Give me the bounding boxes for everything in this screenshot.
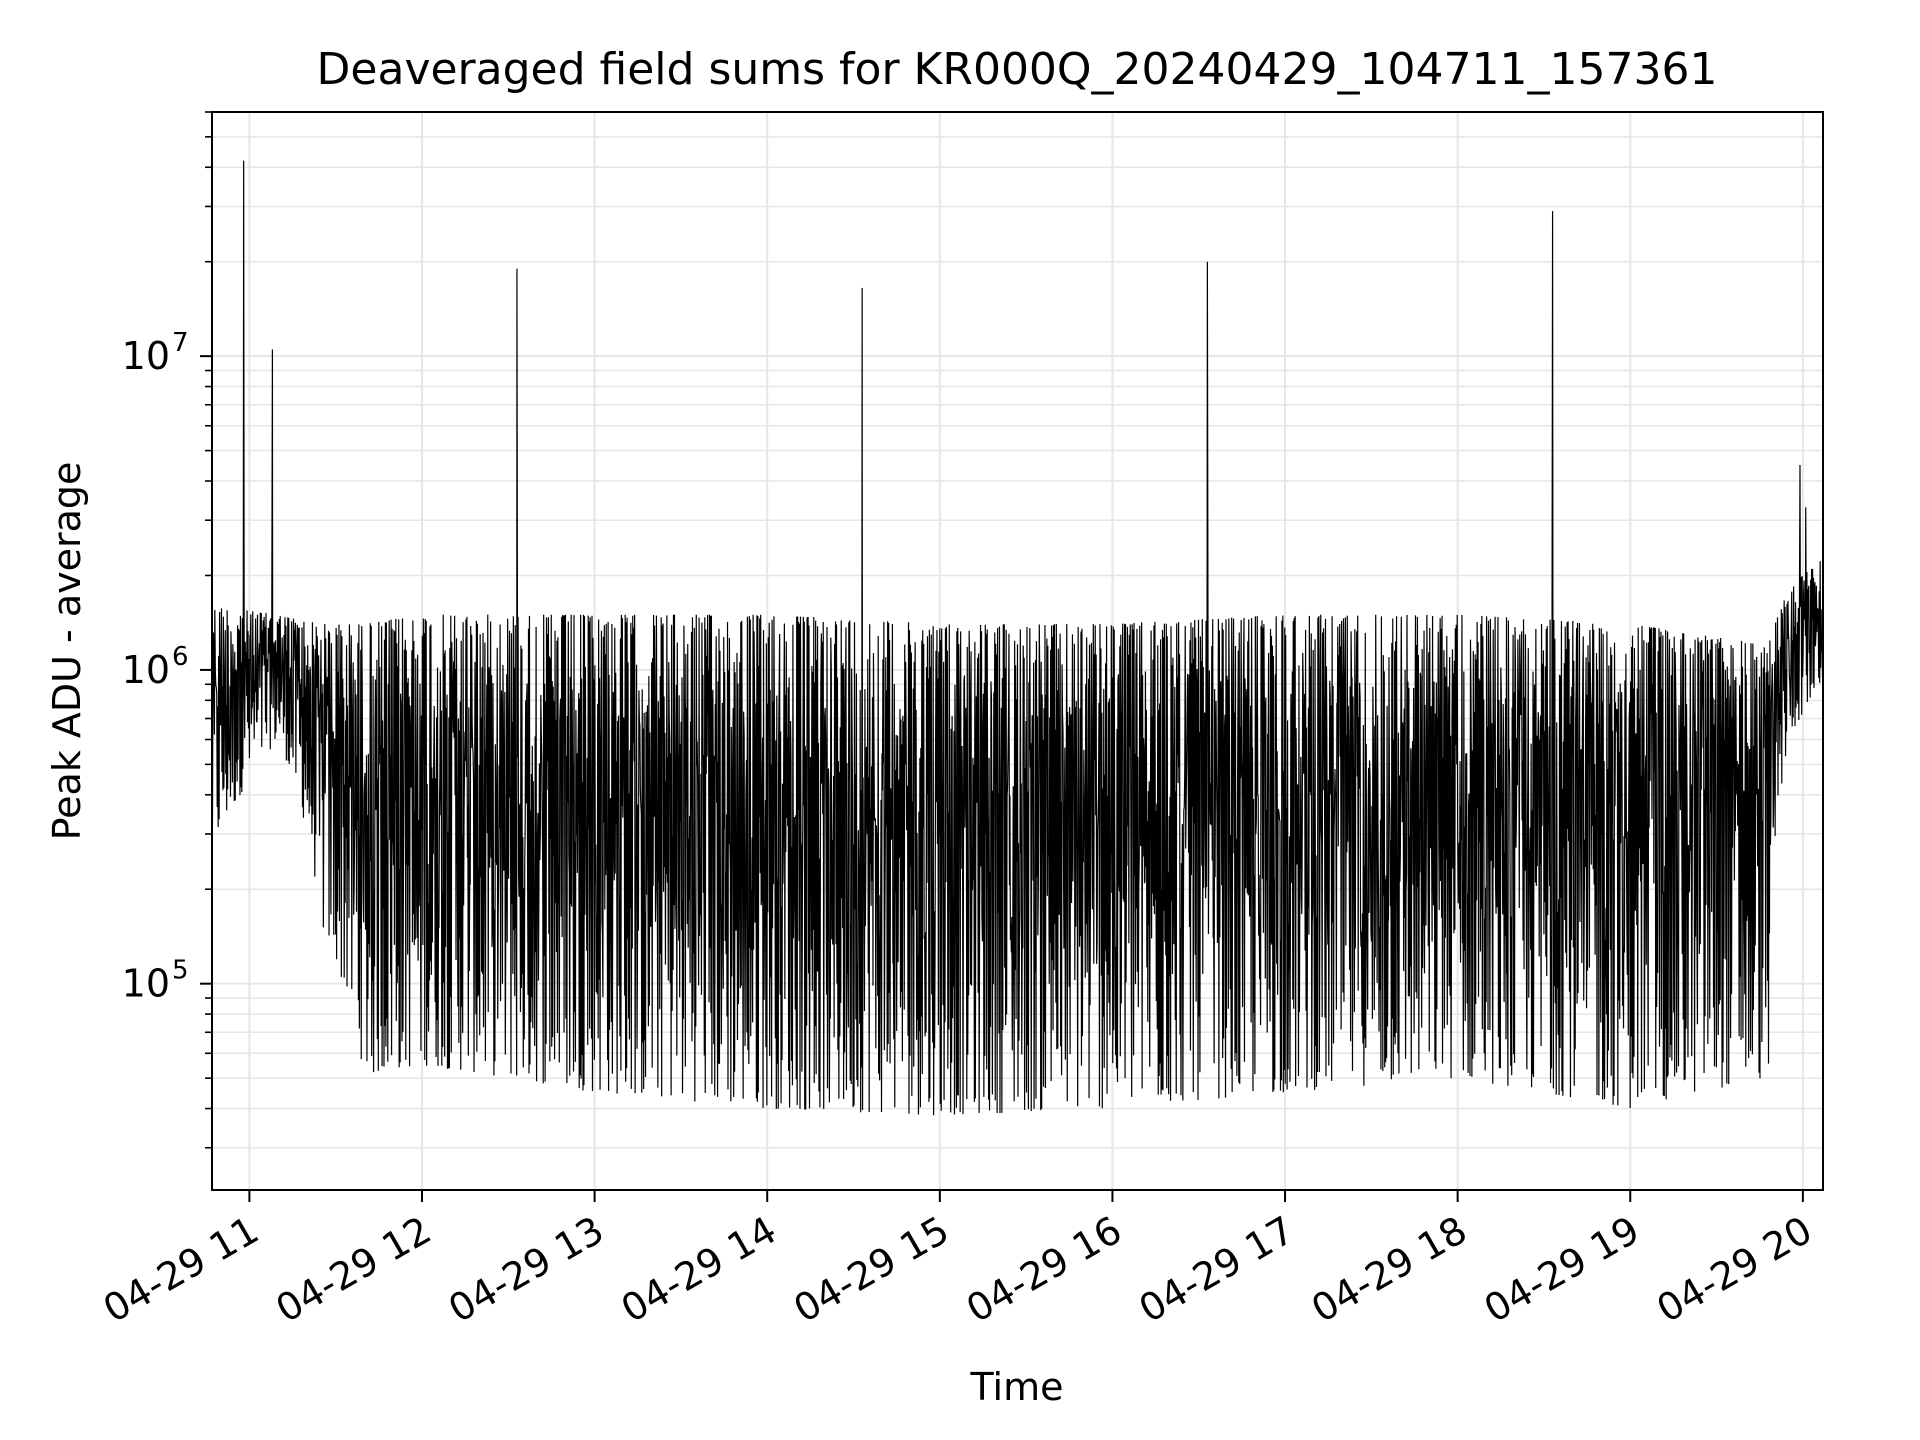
plot-frame [211,111,1824,1191]
y-tick-exponent: 7 [172,328,189,358]
y-tick-exponent: 5 [172,956,189,986]
series-line [211,160,1824,1116]
data-series [211,160,1824,1116]
y-tick-exponent: 6 [172,642,189,672]
chart-title: Deaveraged field sums for KR000Q_2024042… [317,44,1718,95]
y-axis-label: Peak ADU - average [45,462,89,841]
x-axis-label: Time [970,1365,1064,1409]
